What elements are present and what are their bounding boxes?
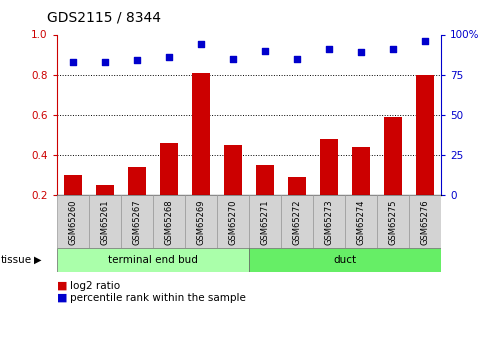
Point [261,48,269,53]
Text: GSM65274: GSM65274 [356,199,366,245]
Bar [128,167,145,195]
Bar [377,195,409,248]
Point [165,54,173,60]
Bar [185,195,217,248]
Bar [57,195,89,248]
Text: GSM65273: GSM65273 [324,199,334,245]
Text: GSM65271: GSM65271 [260,199,270,245]
Bar [313,195,345,248]
Bar [249,248,441,272]
Bar [64,175,81,195]
Point [293,56,301,61]
Text: GDS2115 / 8344: GDS2115 / 8344 [47,10,161,24]
Text: GSM65276: GSM65276 [421,199,430,245]
Text: GSM65275: GSM65275 [388,199,398,245]
Bar [256,165,274,195]
Point [69,59,77,65]
Text: GSM65267: GSM65267 [132,199,141,245]
Bar [345,195,377,248]
Bar [288,177,306,195]
Point [101,59,108,65]
Bar [121,195,153,248]
Text: ■: ■ [57,293,67,303]
Point [357,49,365,55]
Text: ▶: ▶ [34,255,41,265]
Point [229,56,237,61]
Text: duct: duct [334,255,356,265]
Bar [96,185,113,195]
Bar [249,195,281,248]
Text: GSM65270: GSM65270 [228,199,238,245]
Point [325,46,333,52]
Text: tissue: tissue [1,255,32,265]
Text: GSM65260: GSM65260 [68,199,77,245]
Text: percentile rank within the sample: percentile rank within the sample [70,293,246,303]
Text: GSM65261: GSM65261 [100,199,109,245]
Bar [57,248,249,272]
Bar [224,145,242,195]
Point [389,46,397,52]
Bar [192,72,210,195]
Bar [160,143,177,195]
Bar [385,117,402,195]
Text: log2 ratio: log2 ratio [70,281,121,290]
Text: terminal end bud: terminal end bud [108,255,198,265]
Bar [281,195,313,248]
Text: GSM65268: GSM65268 [164,199,174,245]
Point [197,41,205,47]
Bar [352,147,370,195]
Bar [89,195,121,248]
Point [133,57,141,63]
Bar [217,195,249,248]
Bar [409,195,441,248]
Bar [153,195,185,248]
Text: GSM65272: GSM65272 [292,199,302,245]
Text: GSM65269: GSM65269 [196,199,206,245]
Bar [417,75,434,195]
Point [421,38,429,44]
Text: ■: ■ [57,281,67,290]
Bar [320,139,338,195]
